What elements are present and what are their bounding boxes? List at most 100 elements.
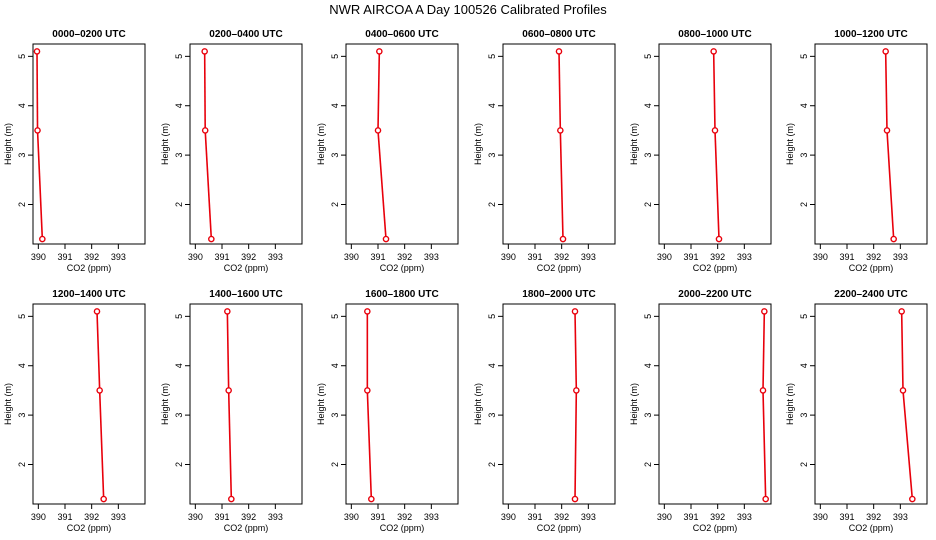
panel-9: 1600–1800 UTC 390 391 392 393 2 3 4 5 CO2 (ppm) He… xyxy=(316,289,459,533)
x-tick-label: 391 xyxy=(839,252,854,262)
panel-4: 0600–0800 UTC 390 391 392 393 2 3 4 5 CO2 (ppm) He… xyxy=(473,29,616,273)
profile-point xyxy=(573,387,580,394)
y-tick-label: 4 xyxy=(17,363,27,368)
x-tick-label: 393 xyxy=(893,252,908,262)
profile-segment xyxy=(574,311,578,391)
x-axis-label: CO2 (ppm) xyxy=(537,263,582,273)
panel-3: 0400–0600 UTC 390 391 392 393 2 3 4 5 CO2 (ppm) He… xyxy=(316,29,459,273)
profile-point xyxy=(761,308,768,315)
panels-grid: 0000–0200 UTC 390 391 392 393 2 3 4 5 CO2 (ppm) He… xyxy=(3,29,928,533)
x-tick-label: 393 xyxy=(424,512,439,522)
panel-title: 2000–2200 UTC xyxy=(678,289,751,300)
x-tick-label: 392 xyxy=(241,512,256,522)
x-tick-label: 390 xyxy=(31,512,46,522)
profile-segment xyxy=(96,311,101,391)
x-tick-label: 392 xyxy=(710,252,725,262)
panel-title: 1000–1200 UTC xyxy=(834,29,907,40)
profile-point xyxy=(759,387,767,394)
profile-point xyxy=(96,387,103,394)
profile-point xyxy=(883,127,891,134)
panel-10: 1800–2000 UTC 390 391 392 393 2 3 4 5 CO2 (ppm) He… xyxy=(473,289,616,533)
y-axis-label: Height (m) xyxy=(785,383,795,425)
profile-point xyxy=(898,308,905,315)
y-tick-label: 3 xyxy=(174,413,184,418)
profile-point xyxy=(368,495,375,503)
y-tick-label: 4 xyxy=(799,103,809,108)
y-tick-label: 4 xyxy=(330,363,340,368)
x-tick-label: 392 xyxy=(866,252,881,262)
profile-point xyxy=(890,235,897,243)
x-tick-label: 390 xyxy=(813,512,828,522)
x-axis-label: CO2 (ppm) xyxy=(224,263,269,273)
x-tick-label: 392 xyxy=(84,252,99,262)
y-tick-label: 3 xyxy=(799,413,809,418)
profile-point xyxy=(382,235,390,243)
x-tick-label: 393 xyxy=(111,252,126,262)
profile-point xyxy=(559,235,567,243)
x-tick-label: 390 xyxy=(501,252,516,262)
y-axis-label: Height (m) xyxy=(316,123,326,165)
y-tick-label: 2 xyxy=(17,202,27,207)
y-tick-label: 2 xyxy=(174,462,184,467)
profile-segment xyxy=(574,390,578,500)
profile-segment xyxy=(98,390,105,500)
y-tick-label: 4 xyxy=(643,363,653,368)
panel-title: 0600–0800 UTC xyxy=(522,29,595,40)
plot-frame xyxy=(32,303,146,505)
x-tick-label: 390 xyxy=(344,512,359,522)
profile-segment xyxy=(886,130,895,240)
panel-title: 0000–0200 UTC xyxy=(52,29,125,40)
x-tick-label: 393 xyxy=(737,252,752,262)
x-tick-label: 390 xyxy=(501,512,516,522)
x-tick-label: 393 xyxy=(737,512,752,522)
y-tick-label: 3 xyxy=(643,413,653,418)
profile-point xyxy=(571,308,579,315)
y-tick-label: 3 xyxy=(330,153,340,158)
panel-5: 0800–1000 UTC 390 391 392 393 2 3 4 5 CO2 (ppm) He… xyxy=(629,29,772,273)
plot-frame xyxy=(189,303,303,505)
y-axis-label: Height (m) xyxy=(316,383,326,425)
profile-point xyxy=(364,387,371,394)
x-axis-label: CO2 (ppm) xyxy=(67,523,112,533)
profile-point xyxy=(711,127,719,134)
x-tick-label: 391 xyxy=(57,252,72,262)
plot-frame xyxy=(814,43,928,245)
x-axis-label: CO2 (ppm) xyxy=(537,523,582,533)
y-tick-label: 4 xyxy=(330,103,340,108)
y-tick-label: 4 xyxy=(799,363,809,368)
profile-point xyxy=(555,48,563,55)
x-tick-label: 391 xyxy=(527,512,542,522)
x-tick-label: 390 xyxy=(344,252,359,262)
y-axis-label: Height (m) xyxy=(3,123,13,165)
plot-frame xyxy=(32,43,146,245)
profile-segment xyxy=(377,51,381,131)
x-tick-label: 391 xyxy=(370,512,385,522)
y-tick-label: 3 xyxy=(17,153,27,158)
x-tick-label: 392 xyxy=(84,512,99,522)
profile-segment xyxy=(366,390,373,500)
profile-point xyxy=(33,48,41,55)
y-tick-label: 3 xyxy=(643,153,653,158)
panel-title: 1600–1800 UTC xyxy=(365,289,438,300)
y-axis-label: Height (m) xyxy=(160,383,170,425)
x-tick-label: 391 xyxy=(370,252,385,262)
x-axis-label: CO2 (ppm) xyxy=(693,523,738,533)
plot-frame xyxy=(345,303,459,505)
y-tick-label: 5 xyxy=(17,54,27,59)
profile-point xyxy=(228,495,235,503)
panel-6: 1000–1200 UTC 390 391 392 393 2 3 4 5 CO2 (ppm) He… xyxy=(785,29,928,273)
y-tick-label: 3 xyxy=(799,153,809,158)
y-axis-label: Height (m) xyxy=(473,383,483,425)
x-tick-label: 391 xyxy=(683,252,698,262)
profile-segment xyxy=(762,390,767,500)
profile-segment xyxy=(884,51,888,131)
profile-point xyxy=(208,235,215,243)
y-tick-label: 4 xyxy=(17,103,27,108)
x-tick-label: 393 xyxy=(268,252,283,262)
profile-segment xyxy=(558,51,562,131)
profile-point xyxy=(376,48,383,55)
x-tick-label: 391 xyxy=(57,512,72,522)
x-tick-label: 391 xyxy=(214,512,229,522)
profile-point xyxy=(882,48,889,55)
profile-segment xyxy=(762,311,766,391)
